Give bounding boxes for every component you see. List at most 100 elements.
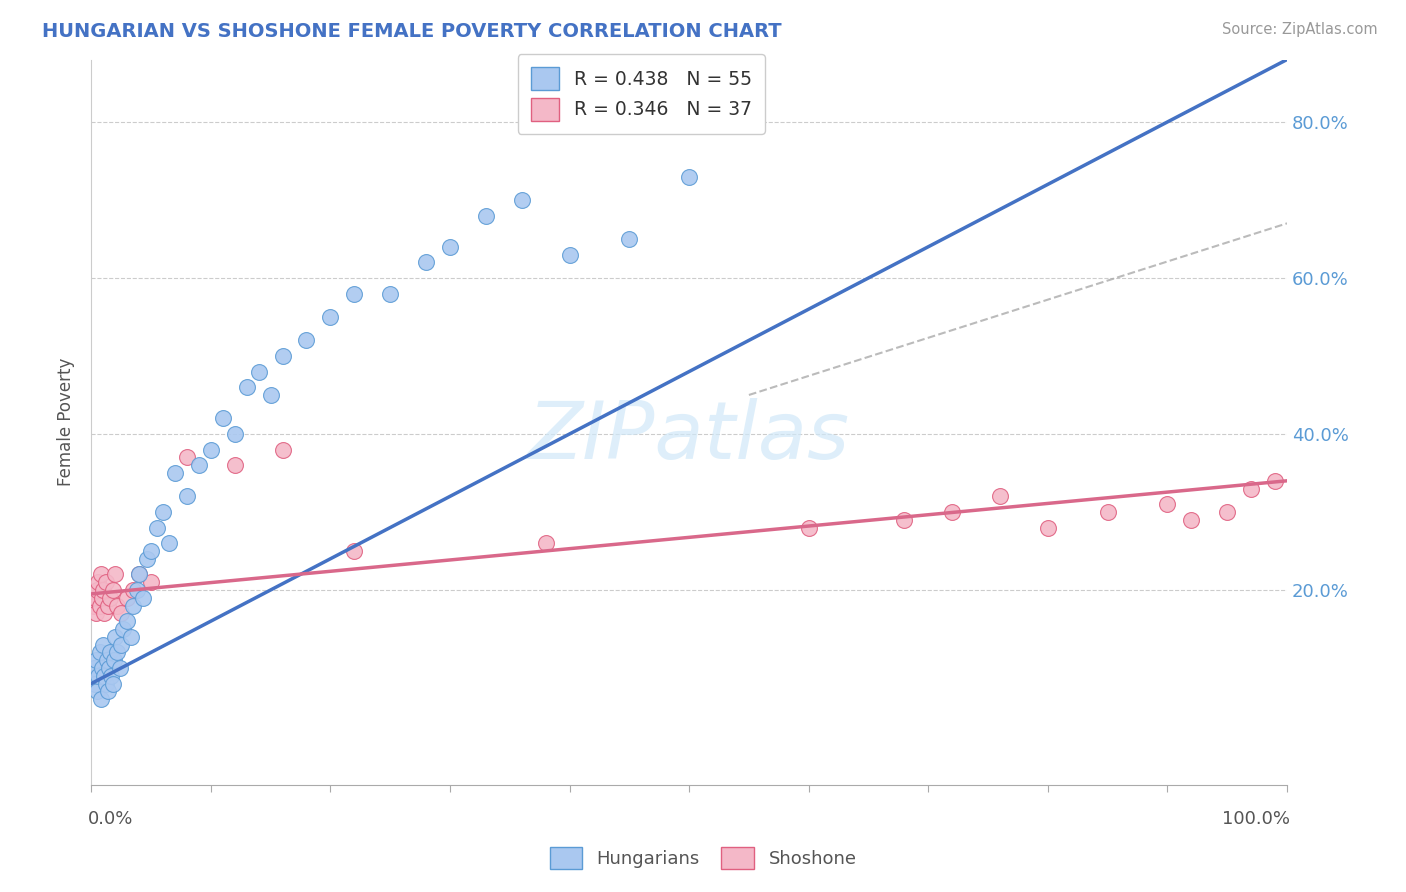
Point (187, 458, 209, 473)
Point (259, 388, 281, 402)
Point (93, 607, 115, 621)
Point (176, 450, 198, 465)
Point (91, 582, 114, 597)
Point (1264, 474, 1286, 488)
Point (125, 582, 148, 597)
Point (319, 310, 342, 324)
Point (83, 676, 105, 690)
Point (235, 380, 257, 394)
Point (90, 692, 112, 706)
Point (87, 575, 110, 590)
Point (343, 286, 366, 301)
Point (98, 591, 121, 605)
Point (104, 567, 127, 582)
Point (128, 567, 150, 582)
Point (115, 614, 138, 628)
Point (97, 684, 120, 698)
Point (101, 582, 124, 597)
Point (1156, 497, 1178, 511)
Point (415, 255, 437, 269)
Point (146, 520, 169, 534)
Point (110, 638, 132, 652)
Point (1036, 520, 1059, 534)
Point (271, 349, 294, 363)
Point (107, 645, 129, 659)
Point (224, 427, 246, 442)
Point (122, 582, 145, 597)
Point (90, 661, 112, 675)
Point (100, 669, 122, 683)
Point (115, 591, 138, 605)
Point (103, 653, 125, 667)
Point (128, 567, 150, 582)
Point (378, 286, 401, 301)
Point (93, 669, 115, 683)
Point (200, 442, 222, 457)
Point (439, 240, 461, 254)
Point (1180, 513, 1202, 527)
Point (295, 334, 318, 348)
Text: HUNGARIAN VS SHOSHONE FEMALE POVERTY CORRELATION CHART: HUNGARIAN VS SHOSHONE FEMALE POVERTY COR… (42, 22, 782, 41)
Point (83, 599, 105, 613)
Point (139, 575, 162, 590)
Point (619, 232, 641, 246)
Point (98, 661, 121, 675)
Point (157, 536, 180, 550)
Point (87, 669, 110, 683)
Text: Source: ZipAtlas.com: Source: ZipAtlas.com (1222, 22, 1378, 37)
Point (678, 169, 700, 184)
Point (152, 505, 174, 519)
Point (224, 458, 246, 473)
Point (94, 575, 117, 590)
Point (104, 630, 127, 644)
Legend: Hungarians, Shoshone: Hungarians, Shoshone (540, 838, 866, 879)
Point (1240, 482, 1263, 496)
Point (136, 551, 159, 566)
Y-axis label: Female Poverty: Female Poverty (58, 358, 75, 486)
Point (797, 520, 820, 534)
Point (96, 653, 118, 667)
Point (1216, 505, 1239, 519)
Point (107, 599, 129, 613)
Text: ZIPatlas: ZIPatlas (529, 398, 851, 475)
Point (163, 466, 186, 480)
Point (343, 544, 366, 558)
Point (84, 653, 107, 667)
Point (89, 645, 111, 659)
Point (91, 638, 114, 652)
Point (558, 247, 581, 261)
Point (510, 193, 533, 207)
Point (94, 676, 117, 690)
Point (86, 582, 108, 597)
Point (86, 684, 108, 698)
Point (534, 536, 557, 550)
Point (247, 365, 270, 379)
Point (941, 505, 963, 519)
Point (271, 442, 294, 457)
Point (211, 411, 233, 425)
Point (97, 599, 120, 613)
Point (90, 591, 112, 605)
Text: 0.0%: 0.0% (89, 810, 134, 828)
Point (139, 544, 162, 558)
Point (988, 489, 1011, 503)
Point (83, 661, 105, 675)
Point (475, 209, 498, 223)
Point (101, 676, 124, 690)
Point (131, 591, 153, 605)
Point (83, 591, 105, 605)
Point (90, 567, 112, 582)
Point (176, 489, 198, 503)
Legend: R = 0.438   N = 55, R = 0.346   N = 37: R = 0.438 N = 55, R = 0.346 N = 37 (517, 54, 765, 134)
Point (98, 645, 121, 659)
Point (89, 599, 111, 613)
Point (110, 607, 132, 621)
Point (122, 599, 145, 613)
Text: 100.0%: 100.0% (1222, 810, 1289, 828)
Point (1097, 505, 1119, 519)
Point (108, 661, 131, 675)
Point (120, 630, 142, 644)
Point (84, 607, 107, 621)
Point (893, 513, 915, 527)
Point (112, 622, 135, 636)
